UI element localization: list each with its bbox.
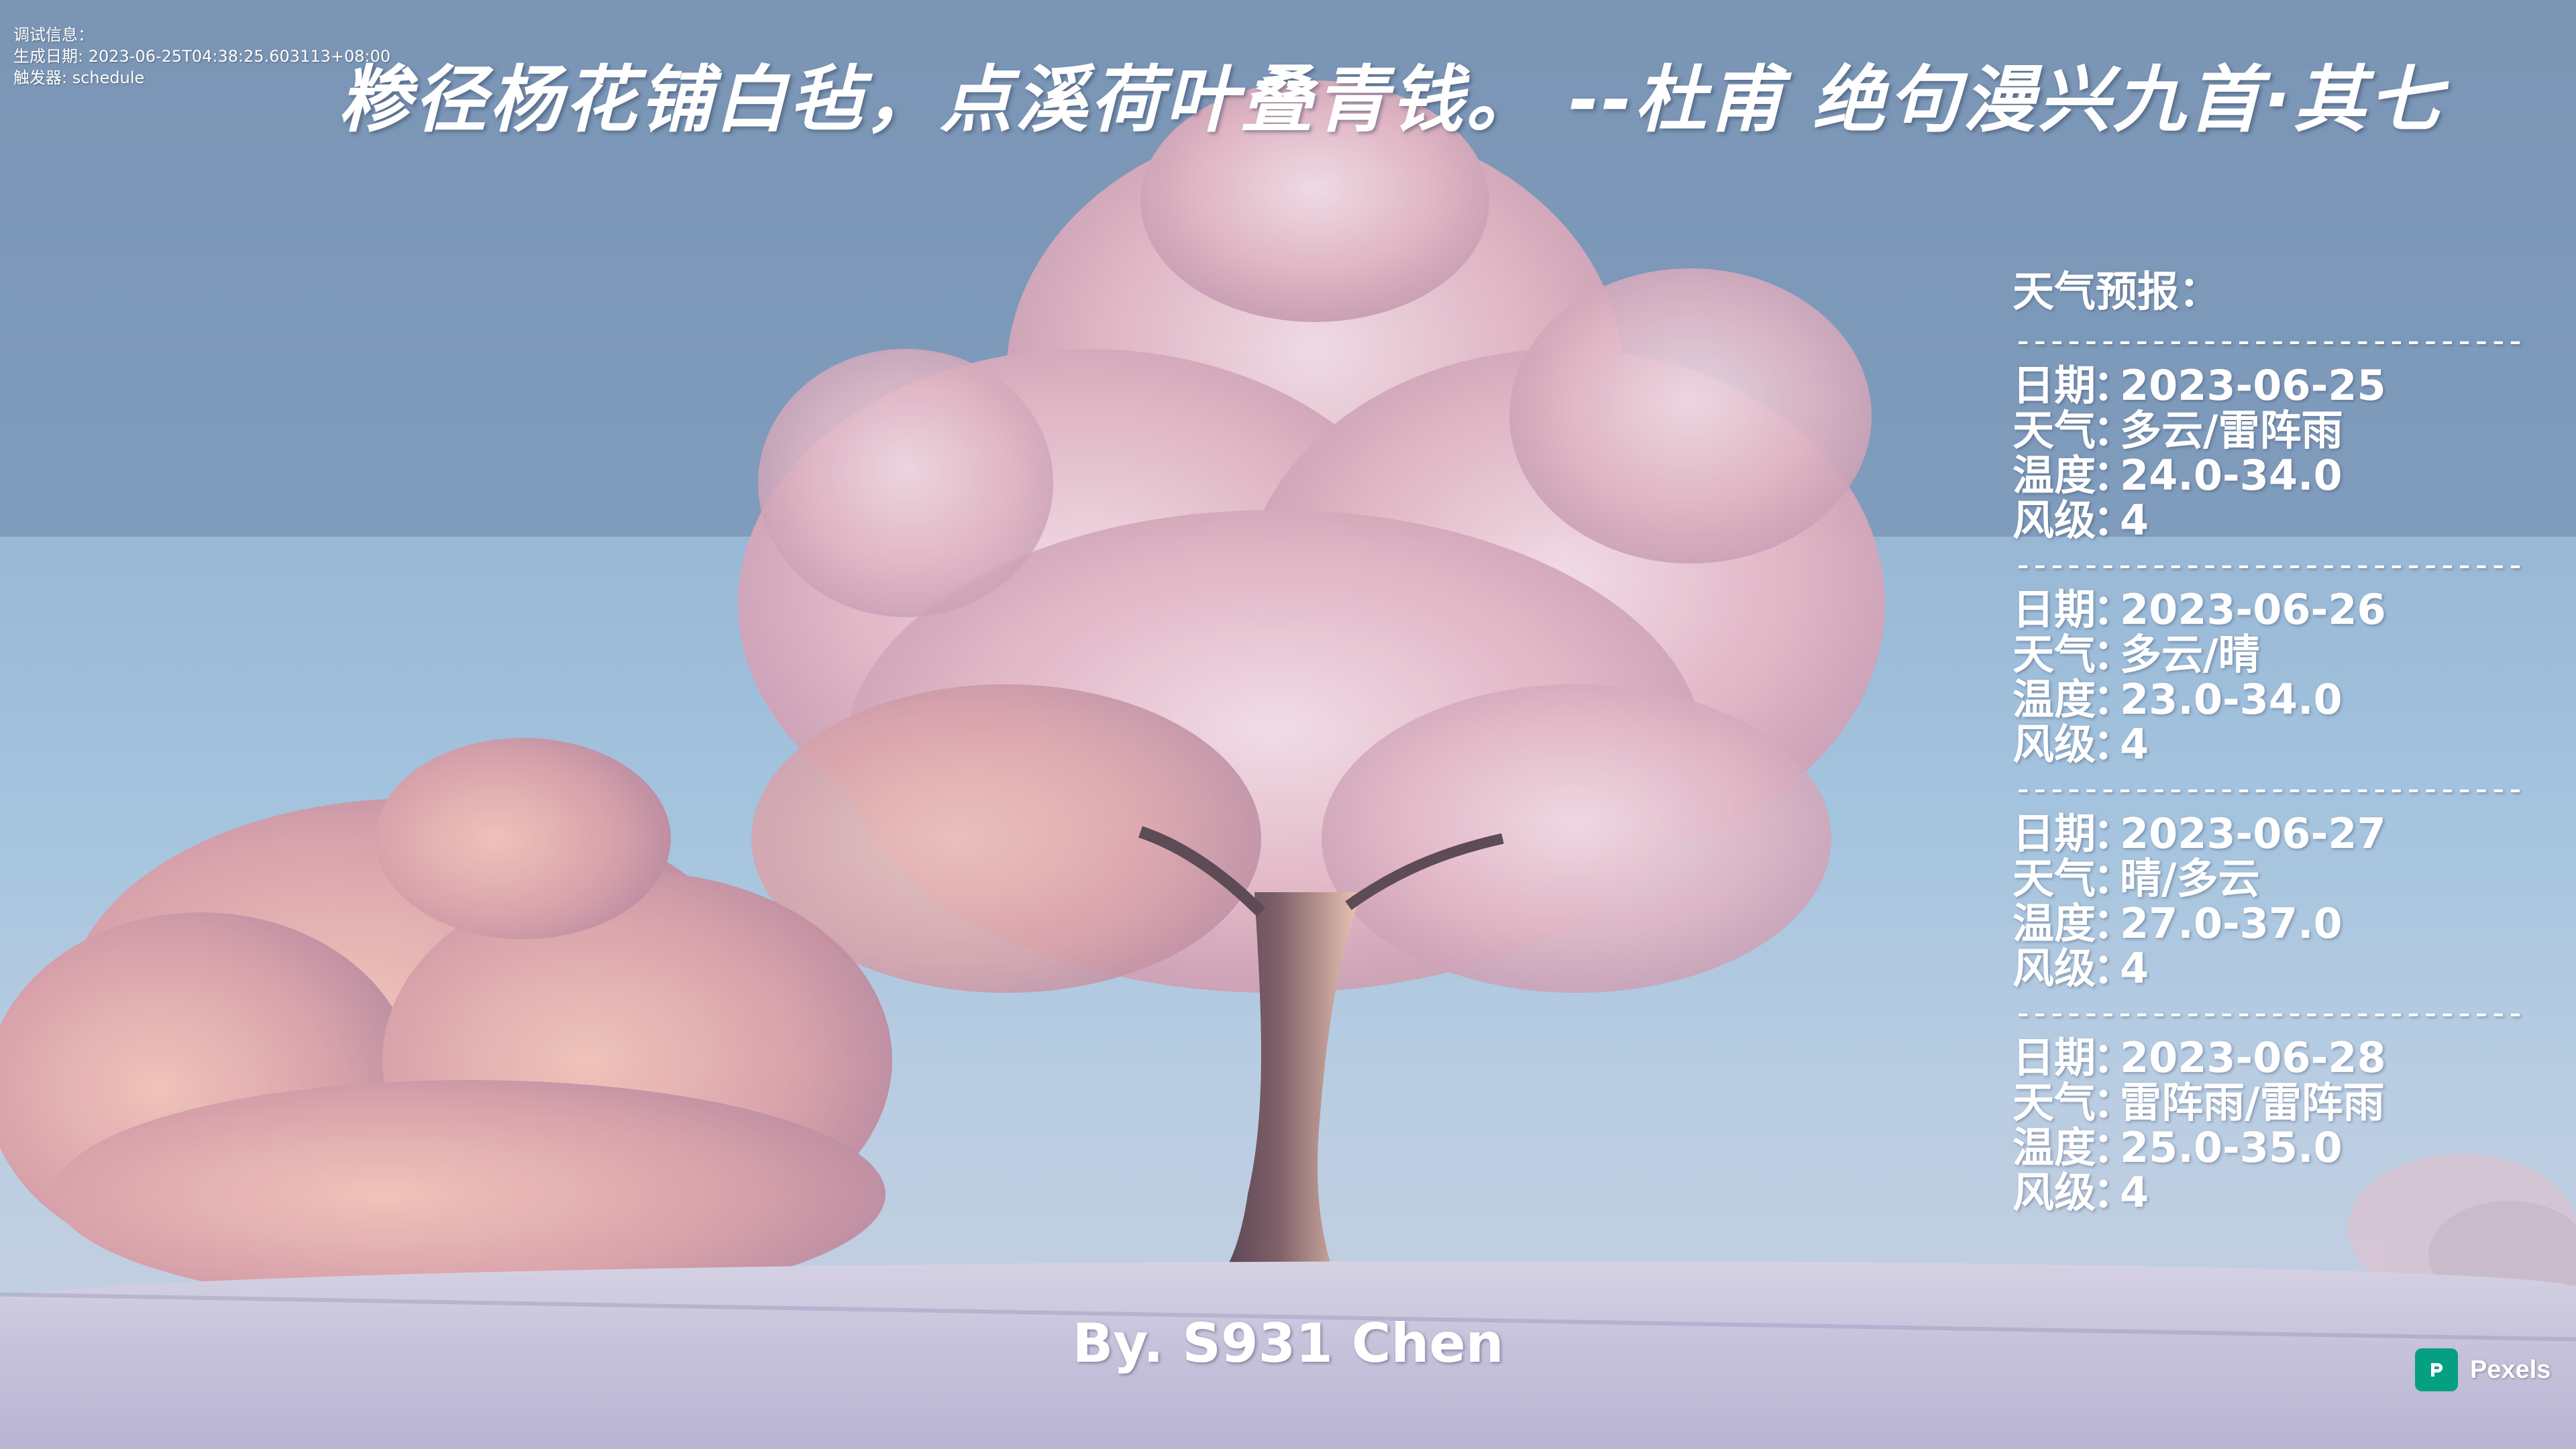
- separator: ：: [2093, 1078, 2135, 1127]
- forecast-weather-row: 天气：多云/晴: [2012, 632, 2522, 677]
- temp-value: 24.0-34.0: [2120, 451, 2343, 500]
- temp-value: 23.0-34.0: [2120, 675, 2343, 724]
- forecast-wind-row: 风级：4: [2012, 722, 2522, 767]
- forecast-day: 日期：2023-06-27 天气：晴/多云 温度：27.0-37.0 风级：4: [2012, 811, 2522, 991]
- forecast-temp-row: 温度：27.0-37.0: [2012, 901, 2522, 946]
- temp-label: 温度: [2012, 675, 2096, 724]
- weather-label: 天气: [2012, 1078, 2096, 1127]
- forecast-temp-row: 温度：23.0-34.0: [2012, 677, 2522, 722]
- snow-ground: [0, 1261, 2576, 1449]
- divider: ------------------------------: [2012, 321, 2526, 361]
- separator: ：: [2093, 899, 2135, 948]
- forecast-date-row: 日期：2023-06-27: [2012, 811, 2522, 856]
- left-bush: [0, 738, 892, 1308]
- forecast-wind-row: 风级：4: [2012, 1170, 2522, 1215]
- weather-title: 天气预报：: [2012, 267, 2221, 316]
- wind-value: 4: [2120, 720, 2149, 769]
- forecast-wind-row: 风级：4: [2012, 498, 2522, 543]
- separator: ：: [2093, 406, 2135, 455]
- separator: ：: [2093, 451, 2135, 500]
- weather-value: 多云/晴: [2120, 630, 2260, 679]
- separator: ：: [2093, 854, 2135, 903]
- weather-label: 天气: [2012, 630, 2096, 679]
- date-label: 日期: [2012, 361, 2096, 410]
- separator: ：: [2093, 1168, 2135, 1217]
- date-label: 日期: [2012, 1033, 2096, 1082]
- divider: ------------------------------: [2012, 769, 2526, 809]
- forecast-weather-row: 天气：多云/雷阵雨: [2012, 408, 2522, 453]
- forecast-temp-row: 温度：24.0-34.0: [2012, 453, 2522, 498]
- separator: ：: [2093, 361, 2135, 410]
- temp-value: 25.0-35.0: [2120, 1123, 2343, 1172]
- forecast-temp-row: 温度：25.0-35.0: [2012, 1125, 2522, 1170]
- forecast-date-row: 日期：2023-06-28: [2012, 1035, 2522, 1080]
- wind-label: 风级: [2012, 1168, 2096, 1217]
- debug-generated-date: 生成日期: 2023-06-25T04:38:25.603113+08:00: [13, 47, 391, 66]
- temp-value: 27.0-37.0: [2120, 899, 2343, 948]
- wind-label: 风级: [2012, 496, 2096, 545]
- separator: ：: [2093, 1123, 2135, 1172]
- separator: ：: [2093, 675, 2135, 724]
- date-value: 2023-06-25: [2120, 361, 2386, 410]
- weather-label: 天气: [2012, 406, 2096, 455]
- forecast-day: 日期：2023-06-28 天气：雷阵雨/雷阵雨 温度：25.0-35.0 风级…: [2012, 1035, 2522, 1215]
- wind-value: 4: [2120, 496, 2149, 545]
- weather-value: 雷阵雨/雷阵雨: [2120, 1078, 2385, 1127]
- divider: ------------------------------: [2012, 545, 2526, 585]
- weather-value: 多云/雷阵雨: [2120, 406, 2343, 455]
- forecast-wind-row: 风级：4: [2012, 946, 2522, 991]
- separator: ：: [2093, 809, 2135, 858]
- date-value: 2023-06-28: [2120, 1033, 2386, 1082]
- date-label: 日期: [2012, 585, 2096, 634]
- temp-label: 温度: [2012, 899, 2096, 948]
- pexels-brand-label: Pexels: [2470, 1355, 2551, 1384]
- weather-label: 天气: [2012, 854, 2096, 903]
- separator: ：: [2093, 630, 2135, 679]
- poem-quote: 糁径杨花铺白毡，点溪荷叶叠青钱。 --杜甫 绝句漫兴九首·其七: [339, 58, 2444, 142]
- date-value: 2023-06-26: [2120, 585, 2386, 634]
- wind-value: 4: [2120, 944, 2149, 993]
- temp-label: 温度: [2012, 451, 2096, 500]
- debug-trigger: 触发器: schedule: [13, 68, 145, 87]
- wind-value: 4: [2120, 1168, 2149, 1217]
- temp-label: 温度: [2012, 1123, 2096, 1172]
- separator: ：: [2093, 720, 2135, 769]
- forecast-day: 日期：2023-06-26 天气：多云/晴 温度：23.0-34.0 风级：4: [2012, 587, 2522, 767]
- separator: ：: [2093, 944, 2135, 993]
- big-tree: [738, 80, 1885, 1295]
- date-value: 2023-06-27: [2120, 809, 2386, 858]
- separator: ：: [2093, 496, 2135, 545]
- forecast-weather-row: 天气：雷阵雨/雷阵雨: [2012, 1080, 2522, 1125]
- separator: ：: [2093, 585, 2135, 634]
- weather-forecast: 天气预报： ------------------------------ 日期：…: [2012, 265, 2526, 1215]
- forecast-weather-row: 天气：晴/多云: [2012, 856, 2522, 901]
- divider: ------------------------------: [2012, 993, 2526, 1033]
- debug-info: 调试信息： 生成日期: 2023-06-25T04:38:25.603113+0…: [13, 24, 390, 89]
- separator: ：: [2093, 1033, 2135, 1082]
- wind-label: 风级: [2012, 720, 2096, 769]
- wind-label: 风级: [2012, 944, 2096, 993]
- forecast-day: 日期：2023-06-25 天气：多云/雷阵雨 温度：24.0-34.0 风级：…: [2012, 363, 2522, 543]
- forecast-date-row: 日期：2023-06-26: [2012, 587, 2522, 632]
- pexels-watermark: Pexels: [2415, 1348, 2551, 1391]
- date-label: 日期: [2012, 809, 2096, 858]
- debug-title: 调试信息：: [13, 25, 94, 44]
- forecast-date-row: 日期：2023-06-25: [2012, 363, 2522, 408]
- author-byline: By. S931 Chen: [1072, 1312, 1504, 1375]
- weather-value: 晴/多云: [2120, 854, 2260, 903]
- pexels-logo-icon: [2415, 1348, 2458, 1391]
